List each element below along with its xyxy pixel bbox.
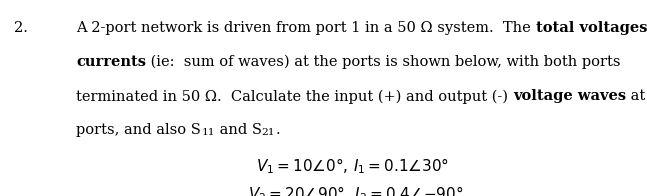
Text: total voltages and: total voltages and bbox=[536, 21, 647, 34]
Text: .: . bbox=[275, 123, 280, 137]
Text: ports, and also S: ports, and also S bbox=[76, 123, 201, 137]
Text: at both: at both bbox=[626, 89, 647, 103]
Text: A 2-port network is driven from port 1 in a 50 Ω system.  The: A 2-port network is driven from port 1 i… bbox=[76, 21, 536, 34]
Text: $V_1 = 10\angle 0°,\,I_1 = 0.1\angle 30°$: $V_1 = 10\angle 0°,\,I_1 = 0.1\angle 30°… bbox=[256, 156, 449, 176]
Text: terminated in 50 Ω.  Calculate the input (+) and output (-): terminated in 50 Ω. Calculate the input … bbox=[76, 89, 513, 103]
Text: $V_2 = 20\angle 90°,\,I_2 = 0.4\angle{-}90°$: $V_2 = 20\angle 90°,\,I_2 = 0.4\angle{-}… bbox=[248, 184, 463, 196]
Text: 2.: 2. bbox=[14, 21, 28, 34]
Text: 11: 11 bbox=[201, 128, 215, 137]
Text: (ie:  sum of waves) at the ports is shown below, with both ports: (ie: sum of waves) at the ports is shown… bbox=[146, 55, 621, 69]
Text: voltage waves: voltage waves bbox=[513, 89, 626, 103]
Text: and S: and S bbox=[215, 123, 262, 137]
Text: 21: 21 bbox=[262, 128, 275, 137]
Text: currents: currents bbox=[76, 55, 146, 69]
